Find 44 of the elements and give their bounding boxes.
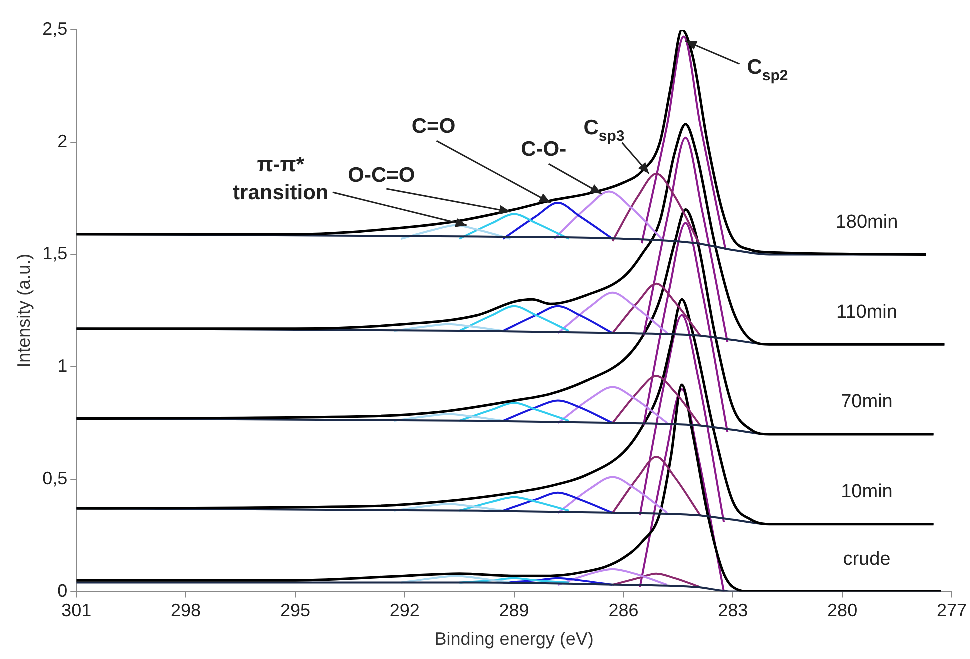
line-series: [639, 388, 726, 592]
line-series: [76, 384, 942, 592]
y-axis-title: Intensity (a.u.): [14, 254, 34, 368]
y-tick-label: 0: [58, 580, 68, 601]
line-series: [76, 30, 928, 256]
line-series: [502, 305, 614, 334]
line-series: [502, 492, 614, 514]
y-tick-label: 1: [58, 356, 68, 376]
line-series: [502, 400, 614, 424]
series-label: crude: [843, 549, 891, 570]
x-tick-label: 295: [280, 600, 310, 621]
series-label: 10min: [841, 482, 893, 503]
y-tick-label: 0,5: [42, 468, 68, 488]
line-series: [642, 136, 729, 344]
line-series: [76, 298, 935, 526]
line-series: [553, 190, 665, 242]
series-label: 70min: [841, 392, 893, 413]
y-tick-label: 2,5: [42, 18, 68, 39]
line-series: [76, 208, 935, 436]
x-tick-label: 283: [718, 600, 748, 621]
line-series: [612, 282, 702, 337]
line-series: [612, 375, 702, 427]
series-label: 180min: [836, 212, 898, 233]
annotation: π-π* transition: [233, 153, 329, 204]
line-series: [642, 222, 729, 434]
series-label: 110min: [836, 302, 898, 323]
x-axis-title: Binding energy (eV): [434, 629, 594, 650]
line-series: [612, 456, 702, 516]
line-series: [639, 314, 726, 524]
x-tick-label: 280: [828, 600, 858, 621]
annotation: O-C=O: [348, 164, 416, 187]
x-tick-label: 298: [171, 600, 202, 621]
x-tick-label: 289: [499, 600, 530, 621]
y-tick-label: 2: [58, 131, 68, 152]
x-tick-label: 277: [936, 600, 968, 621]
line-series: [612, 572, 702, 588]
annotation: C=O: [412, 114, 456, 138]
y-tick-label: 1,5: [42, 244, 68, 264]
line-series: [640, 36, 727, 252]
x-tick-label: 301: [62, 600, 92, 621]
annotation: C-O-: [521, 138, 567, 161]
x-tick-label: 286: [608, 600, 639, 621]
line-series: [612, 172, 702, 247]
x-tick-label: 292: [390, 600, 420, 621]
